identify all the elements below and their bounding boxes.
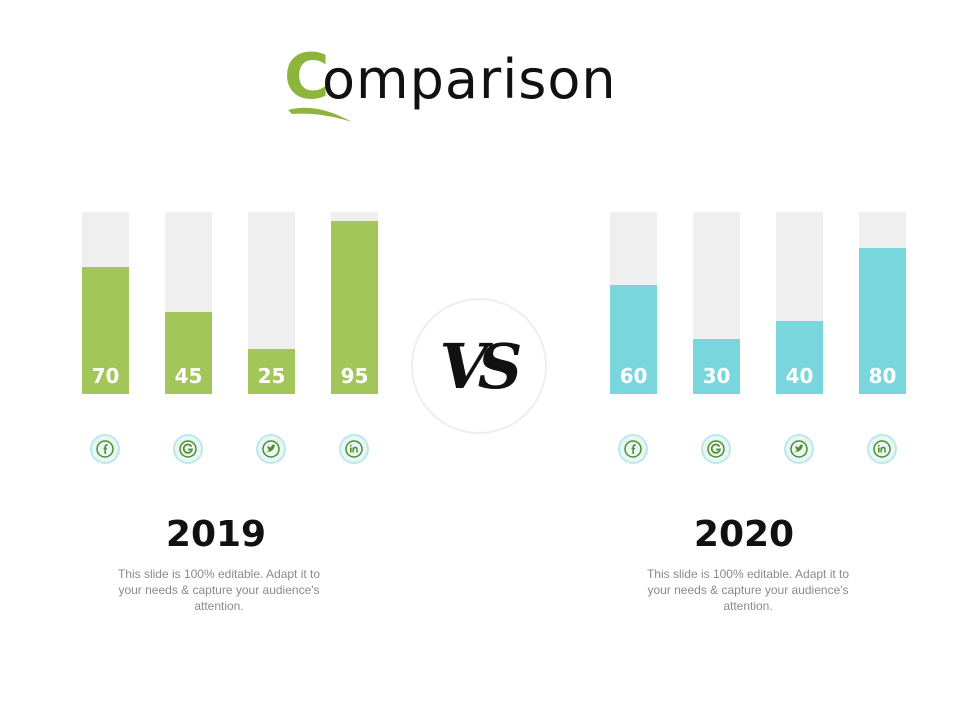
bar-value-label: 40 [785,364,814,388]
bar-track-facebook: 70 [82,212,129,394]
bar-track-facebook: 60 [610,212,657,394]
bar-value-label: 95 [340,364,369,388]
description-2019: This slide is 100% editable. Adapt it to… [117,567,321,613]
title-swoosh-decoration [288,107,352,122]
year-2019-label: 2019 [165,514,267,555]
slide-title: C omparison [280,40,680,132]
bar-linkedin [859,248,906,394]
bar-track-linkedin: 80 [859,212,906,394]
bar-track-google: 45 [165,212,212,394]
bar-google [693,339,740,394]
bar-value-label: 25 [257,364,286,388]
bar-track-google: 30 [693,212,740,394]
description-2020: This slide is 100% editable. Adapt it to… [646,567,850,613]
bar-google [165,312,212,394]
year-2020-label: 2020 [693,514,795,555]
bar-twitter [248,348,295,394]
title-text: omparison [322,48,617,111]
linkedin-icon [867,434,897,464]
bar-twitter [776,321,823,394]
vs-badge: VS [411,298,547,434]
vs-label: VS [439,329,523,403]
bar-value-label: 30 [702,364,731,388]
bar-track-twitter: 40 [776,212,823,394]
google-icon [173,434,203,464]
bar-track-twitter: 25 [248,212,295,394]
bar-facebook [82,266,129,394]
facebook-icon [618,434,648,464]
twitter-icon [784,434,814,464]
bar-track-linkedin: 95 [331,212,378,394]
twitter-icon [256,434,286,464]
bar-value-label: 80 [868,364,897,388]
bar-linkedin [331,221,378,394]
bar-facebook [610,284,657,394]
title-first-letter: C [284,40,330,113]
bar-value-label: 60 [619,364,648,388]
facebook-icon [90,434,120,464]
linkedin-icon [339,434,369,464]
bar-value-label: 70 [91,364,120,388]
bar-value-label: 45 [174,364,203,388]
google-icon [701,434,731,464]
